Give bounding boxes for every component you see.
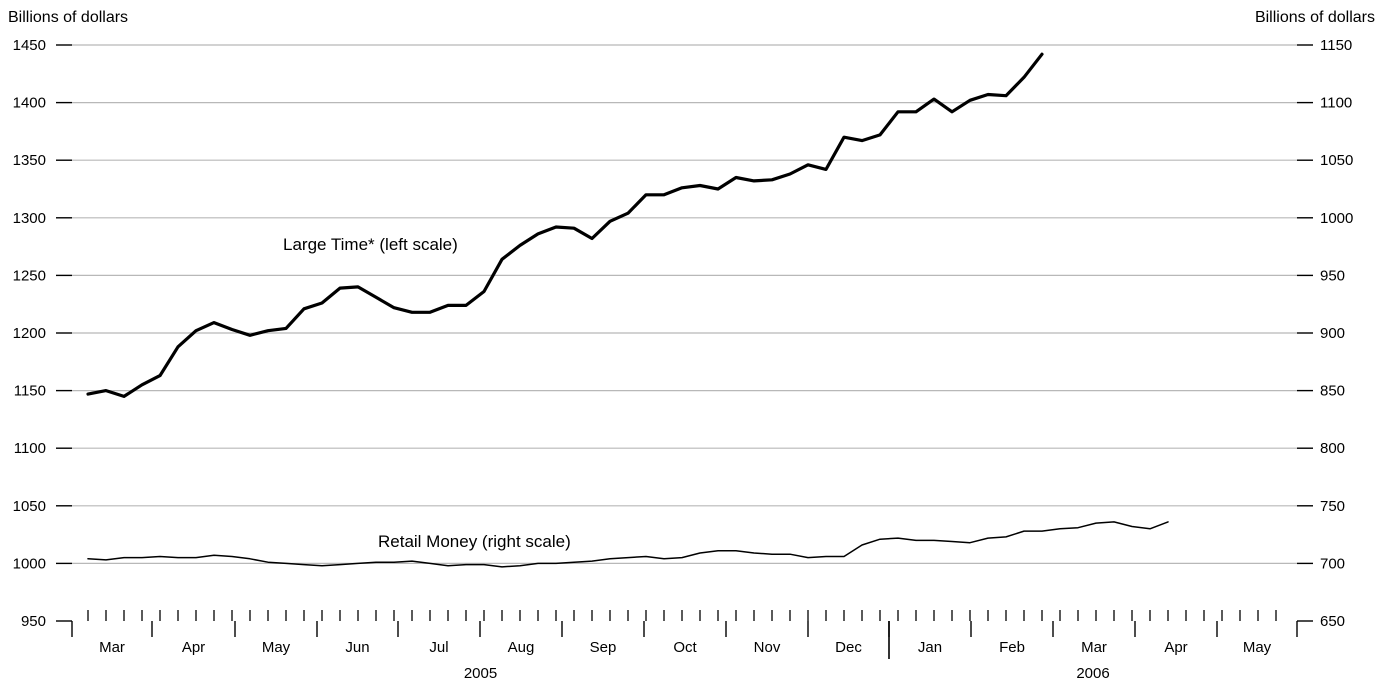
left-axis-title: Billions of dollars	[8, 9, 128, 26]
left-tick-label: 1150	[14, 383, 46, 400]
month-label: Feb	[999, 639, 1025, 656]
left-tick-label: 1350	[13, 152, 46, 169]
left-tick-label: 1100	[14, 440, 46, 457]
right-tick-label: 1150	[1320, 37, 1352, 54]
right-tick-label: 900	[1320, 325, 1345, 342]
right-tick-label: 650	[1320, 613, 1345, 630]
right-tick-label: 1050	[1320, 152, 1353, 169]
right-tick-label: 700	[1320, 555, 1345, 572]
month-label: Mar	[99, 639, 125, 656]
series-line	[87, 521, 1169, 568]
left-tick-label: 1200	[13, 325, 46, 342]
month-label: Mar	[1081, 639, 1107, 656]
left-tick-label: 1450	[13, 37, 46, 54]
month-label: May	[1243, 639, 1272, 656]
month-label: Sep	[590, 639, 617, 656]
right-tick-label: 1100	[1320, 95, 1352, 112]
right-tick-label: 800	[1320, 440, 1345, 457]
left-tick-label: 1300	[13, 210, 46, 227]
series-line	[86, 52, 1044, 398]
right-tick-label: 1000	[1320, 210, 1353, 227]
left-tick-label: 1000	[13, 555, 46, 572]
month-label: Dec	[835, 639, 862, 656]
month-label: Apr	[1164, 639, 1187, 656]
grid-layer	[72, 44, 1297, 565]
month-label: Jun	[345, 639, 369, 656]
right-axis-title: Billions of dollars	[1255, 9, 1375, 26]
left-tick-label: 1400	[13, 95, 46, 112]
left-tick-label: 1050	[13, 498, 46, 515]
month-label: May	[262, 639, 291, 656]
month-label: Oct	[673, 639, 697, 656]
series-layer: Large Time* (left scale) Retail Money (ri…	[86, 52, 1169, 568]
series-label: Retail Money (right scale)	[378, 532, 571, 551]
right-tick-label: 950	[1320, 267, 1345, 284]
right-tick-label: 850	[1320, 383, 1345, 400]
axis-layer: 950 650 1000 700 1050 750 1100 800 1150 850 1200 90…	[13, 37, 1354, 682]
month-label: Jan	[918, 639, 942, 656]
year-label: 2006	[1076, 665, 1109, 682]
series-label: Large Time* (left scale)	[283, 235, 458, 254]
right-tick-label: 750	[1320, 498, 1345, 515]
month-label: Nov	[754, 639, 781, 656]
month-label: Aug	[508, 639, 535, 656]
left-tick-label: 1250	[13, 267, 46, 284]
month-label: Apr	[182, 639, 205, 656]
left-tick-label: 950	[21, 613, 46, 630]
month-label: Jul	[429, 639, 448, 656]
year-label: 2005	[464, 665, 497, 682]
